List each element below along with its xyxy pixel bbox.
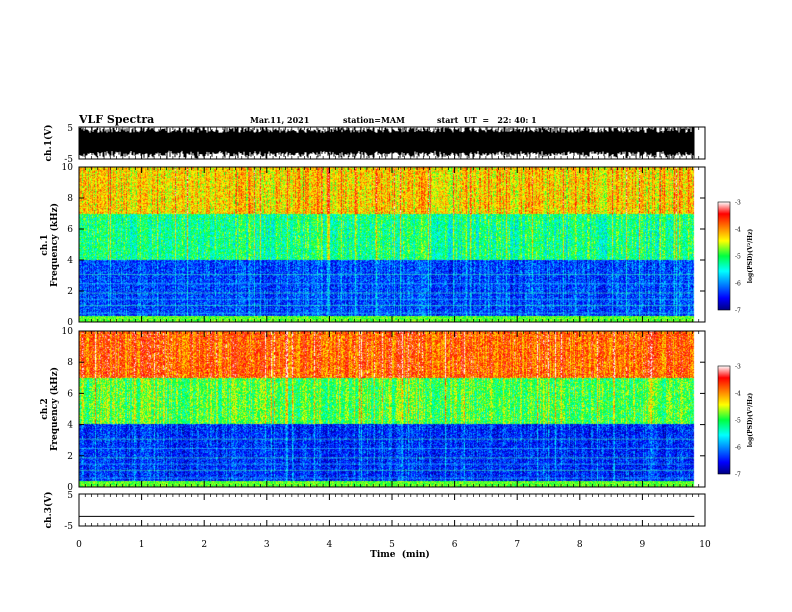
ch2-spectrogram-ylabel-ch: ch.2 bbox=[40, 398, 50, 419]
ch2-spectrogram-yticks: 0 2 4 6 8 10 bbox=[62, 327, 705, 493]
ch1-spectrogram-ylabel-ch: ch.1 bbox=[40, 234, 50, 255]
ch1-spectrogram-ylabel-freq: Frequency (kHz) bbox=[49, 203, 60, 287]
ytick-label: 8 bbox=[67, 194, 73, 204]
ch1-colorbar: -3 -4 -5 -6 -7 log(PSD)(V²/Hz) bbox=[717, 200, 754, 315]
colorbar-tick-label: -7 bbox=[735, 308, 741, 315]
ch2-spectrogram-panel: 0 2 4 6 8 10 ch.2 Frequency (kHz) bbox=[40, 327, 706, 493]
ch1-spectrogram-image bbox=[79, 167, 705, 322]
xtick-label: 6 bbox=[452, 540, 458, 550]
ch1-waveform-ylabel: ch.1(V) bbox=[43, 125, 54, 162]
ytick-label: 2 bbox=[67, 452, 73, 462]
colorbar-tick-label: -5 bbox=[735, 418, 741, 425]
ytick-label: 6 bbox=[67, 389, 73, 399]
station-label: station=MAM bbox=[343, 115, 405, 125]
xtick-label: 8 bbox=[577, 540, 583, 550]
ch1-spectrogram-yticks: 0 2 4 6 8 10 bbox=[62, 163, 705, 328]
x-axis-ticks bbox=[78, 127, 706, 526]
x-axis-label: Time (min) bbox=[370, 549, 430, 560]
ch2-colorbar-ticks: -3 -4 -5 -6 -7 bbox=[735, 364, 741, 479]
start-time-label: start UT = 22: 40: 1 bbox=[437, 115, 537, 125]
ch1-waveform-panel: 5 -5 ch.1(V) bbox=[43, 124, 706, 165]
x-axis-tick-labels: 0 1 2 3 4 5 6 7 8 9 10 bbox=[76, 540, 711, 550]
ch1-ytick-bottom: -5 bbox=[64, 155, 73, 165]
ch2-colorbar-scale bbox=[717, 365, 731, 475]
ch2-spectrogram-image bbox=[79, 331, 705, 487]
xtick-label: 9 bbox=[640, 540, 646, 550]
xtick-label: 2 bbox=[201, 540, 207, 550]
ytick-label: 10 bbox=[62, 327, 74, 337]
ch3-waveform-ylabel: ch.3(V) bbox=[43, 492, 54, 529]
xtick-label: 1 bbox=[139, 540, 145, 550]
ch1-colorbar-scale bbox=[717, 201, 731, 311]
xtick-label: 7 bbox=[514, 540, 520, 550]
colorbar-tick-label: -5 bbox=[735, 254, 741, 261]
colorbar-tick-label: -3 bbox=[735, 200, 741, 207]
xtick-label: 10 bbox=[699, 540, 711, 550]
ytick-label: 0 bbox=[67, 318, 73, 328]
xtick-label: 0 bbox=[76, 540, 82, 550]
ytick-label: 10 bbox=[62, 163, 74, 173]
ytick-label: 6 bbox=[67, 225, 73, 235]
colorbar-tick-label: -7 bbox=[735, 472, 741, 479]
ytick-label: 2 bbox=[67, 287, 73, 297]
ch2-spectrogram-ylabel-freq: Frequency (kHz) bbox=[49, 367, 60, 451]
ch2-colorbar: -3 -4 -5 -6 -7 log(PSD)(V²/Hz) bbox=[717, 364, 754, 479]
ch1-colorbar-label: log(PSD)(V²/Hz) bbox=[747, 229, 754, 284]
ytick-label: 4 bbox=[67, 256, 73, 266]
ch1-ytick-top: 5 bbox=[67, 124, 73, 134]
ch1-colorbar-ticks: -3 -4 -5 -6 -7 bbox=[735, 200, 741, 315]
xtick-label: 4 bbox=[327, 540, 333, 550]
colorbar-tick-label: -4 bbox=[735, 227, 741, 234]
ch3-ytick-bottom: -5 bbox=[64, 522, 73, 532]
colorbar-tick-label: -6 bbox=[735, 445, 741, 452]
ytick-label: 0 bbox=[67, 483, 73, 493]
figure-title: VLF Spectra bbox=[78, 113, 154, 126]
ytick-label: 8 bbox=[67, 358, 73, 368]
colorbar-tick-label: -6 bbox=[735, 281, 741, 288]
ch3-waveform-panel: 5 -5 ch.3(V) bbox=[43, 491, 706, 532]
ch1-waveform-line bbox=[79, 127, 695, 159]
xtick-label: 3 bbox=[264, 540, 270, 550]
ch2-colorbar-label: log(PSD)(V²/Hz) bbox=[747, 393, 754, 448]
ch1-spectrogram-panel: 0 2 4 6 8 10 ch.1 Frequency (kHz) bbox=[40, 163, 706, 328]
xtick-label: 5 bbox=[389, 540, 395, 550]
colorbar-tick-label: -4 bbox=[735, 391, 741, 398]
colorbar-tick-label: -3 bbox=[735, 364, 741, 371]
ytick-label: 4 bbox=[67, 421, 73, 431]
ch3-ytick-top: 5 bbox=[67, 491, 73, 501]
date-label: Mar.11, 2021 bbox=[250, 115, 309, 125]
ch1-waveform-trace bbox=[79, 127, 695, 159]
